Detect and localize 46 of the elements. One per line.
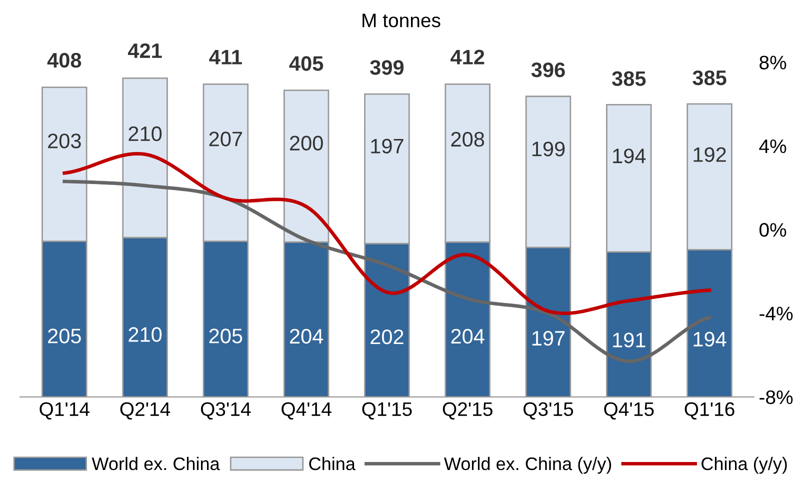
data-label: 207	[209, 132, 242, 146]
total-label: 399	[370, 60, 404, 75]
legend-label: China (y/y)	[702, 456, 787, 474]
data-label: 192	[694, 147, 726, 162]
legend-label: World ex. China (y/y)	[444, 456, 612, 474]
y2-tick-label: 0%	[760, 223, 786, 237]
total-label: 396	[531, 62, 565, 78]
total-label: 412	[450, 50, 484, 64]
legend-label: World ex. China	[92, 456, 220, 470]
x-tick-label: Q2'15	[442, 402, 492, 420]
data-label: 204	[451, 328, 484, 344]
data-label: 194	[613, 148, 646, 164]
data-label: 200	[290, 136, 323, 151]
data-label: 205	[48, 328, 81, 344]
data-label: 210	[128, 126, 162, 142]
x-tick-label: Q3'14	[200, 402, 251, 420]
y2-tick-label: 8%	[760, 56, 786, 70]
x-tick-label: Q3'15	[524, 402, 574, 420]
data-label: 203	[48, 134, 81, 148]
x-tick-label: Q1'16	[684, 402, 734, 420]
data-label: 208	[451, 132, 484, 147]
data-label: 202	[370, 329, 404, 344]
total-label: 405	[289, 56, 324, 71]
data-label: 197	[371, 138, 404, 154]
data-label: 204	[290, 328, 324, 344]
x-tick-label: Q4'15	[604, 402, 654, 420]
data-label: 210	[128, 327, 162, 342]
data-label: 205	[209, 328, 242, 344]
legend-label: China	[309, 456, 356, 470]
y-axis-title: M tonnes	[362, 14, 440, 28]
total-label: 421	[128, 43, 162, 58]
data-label: 197	[532, 330, 565, 346]
total-label: 408	[47, 52, 82, 68]
data-label: 191	[613, 332, 646, 348]
y2-tick-label: 4%	[759, 139, 786, 154]
y2-tick-label: -4%	[760, 306, 793, 320]
total-label: 411	[209, 50, 242, 64]
total-label: 385	[612, 71, 646, 86]
x-tick-label: Q1'15	[362, 402, 412, 420]
y2-tick-label: -8%	[760, 390, 793, 404]
data-label: 194	[694, 332, 726, 347]
x-tick-label: Q4'14	[282, 402, 332, 420]
x-tick-label: Q1'14	[40, 402, 90, 420]
data-label: 199	[532, 142, 565, 156]
x-tick-label: Q2'14	[120, 402, 170, 420]
total-label: 385	[692, 70, 726, 86]
